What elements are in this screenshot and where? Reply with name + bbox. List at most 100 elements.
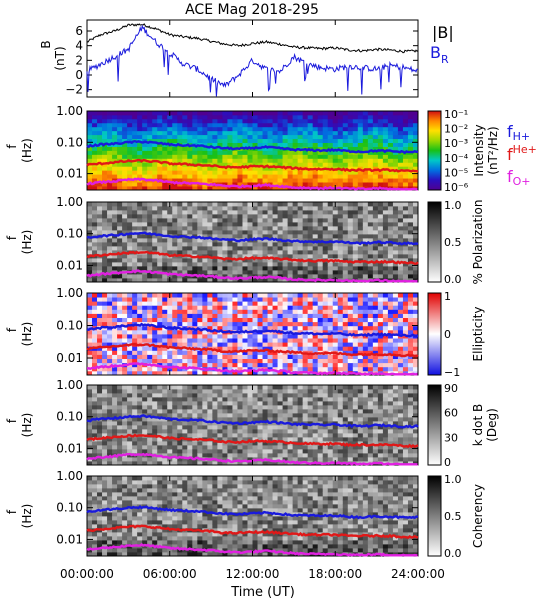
heatmap-cell [302,346,309,351]
heatmap-cell [377,297,384,302]
heatmap-cell [187,234,193,239]
heatmap-cell [112,238,118,243]
heatmap-cell [247,409,253,414]
heatmap-cell [292,178,299,183]
heatmap-cell [397,297,404,302]
heatmap-cell [137,346,143,351]
heatmap-cell [282,389,289,394]
heatmap-cell [297,134,304,140]
heatmap-cell [152,293,158,298]
heatmap-cell [277,346,283,351]
b-ylabel-bottom: (nT) [53,46,67,70]
heatmap-cell [117,210,123,215]
heatmap-cell [402,214,409,219]
heatmap-cell [127,425,133,430]
heatmap-cell [297,154,304,159]
heatmap-cell [402,166,409,171]
heatmap-cell [117,397,123,402]
heatmap-cell [372,358,379,364]
heatmap-cell [207,429,213,434]
heatmap-cell [242,342,248,347]
heatmap-cell [357,246,364,251]
heatmap-cell [267,425,273,430]
heatmap-cell [107,385,113,390]
heatmap-cell [242,226,248,231]
heatmap-cell [112,425,118,430]
heatmap-cell [277,174,283,179]
heatmap-cell [202,122,208,128]
heatmap-cell [372,346,379,351]
heatmap-cell [367,222,374,227]
heatmap-cell [297,150,304,155]
heatmap-cell [357,118,364,124]
heatmap-cell [222,461,228,466]
heatmap-cell [172,425,178,430]
heatmap-cell [107,421,113,426]
heatmap-cell [322,182,329,187]
heatmap-cell [312,325,319,331]
heatmap-cell [337,218,344,223]
heatmap-cell [382,293,389,298]
heatmap-cell [212,242,218,247]
heatmap-cell [192,130,198,136]
heatmap-cell [307,385,314,390]
heatmap-cell [112,370,118,376]
heatmap-cell [102,429,108,434]
heatmap-cell [412,122,419,128]
heatmap-cell [362,266,369,271]
heatmap-cell [167,262,173,267]
heatmap-cell [97,222,103,227]
heatmap-cell [142,346,148,351]
heatmap-cell [177,425,183,430]
heatmap-cell [162,409,168,414]
heatmap-cell [142,130,148,136]
heatmap-cell [242,250,248,255]
heatmap-cell [217,170,223,175]
heatmap-cell [237,350,243,355]
heatmap-cell [122,413,128,418]
heatmap-cell [192,358,198,364]
heatmap-cell [267,246,273,251]
heatmap-cell [162,182,168,187]
heatmap-cell [232,166,238,171]
heatmap-cell [262,409,268,414]
heatmap-cell [282,413,289,418]
heatmap-cell [352,174,359,179]
heatmap-cell [237,301,243,306]
heatmap-cell [247,397,253,402]
heatmap-cell [182,118,188,124]
heatmap-cell [137,449,143,454]
heatmap-cell [202,354,208,359]
heatmap-cell [107,262,113,267]
heatmap-cell [217,218,223,223]
heatmap-cell [232,405,238,410]
heatmap-cell [412,166,419,171]
heatmap-cell [357,234,364,239]
heatmap-cell [307,401,314,406]
heatmap-cell [352,262,359,267]
heatmap-cell [367,346,374,351]
heatmap-cell [307,230,314,235]
heatmap-cell [137,366,143,372]
heatmap-cell [257,397,263,402]
heatmap-cell [267,254,273,259]
heatmap-cell [372,317,379,323]
heatmap-cell [137,170,143,175]
heatmap-cell [127,317,133,323]
heatmap-cell [167,309,173,314]
heatmap-cell [272,278,278,283]
heatmap-cell [292,449,299,454]
heatmap-cell [122,433,128,438]
heatmap-cell [237,437,243,442]
heatmap-cell [322,242,329,247]
heatmap-cell [242,126,248,132]
heatmap-cell [382,338,389,343]
heatmap-cell [322,246,329,251]
heatmap-cell [357,305,364,310]
heatmap-cell [227,250,233,255]
heatmap-cell [187,329,193,335]
heatmap-cell [92,278,98,283]
heatmap-cell [232,174,238,179]
heatmap-cell [107,338,113,343]
heatmap-cell [212,313,218,318]
